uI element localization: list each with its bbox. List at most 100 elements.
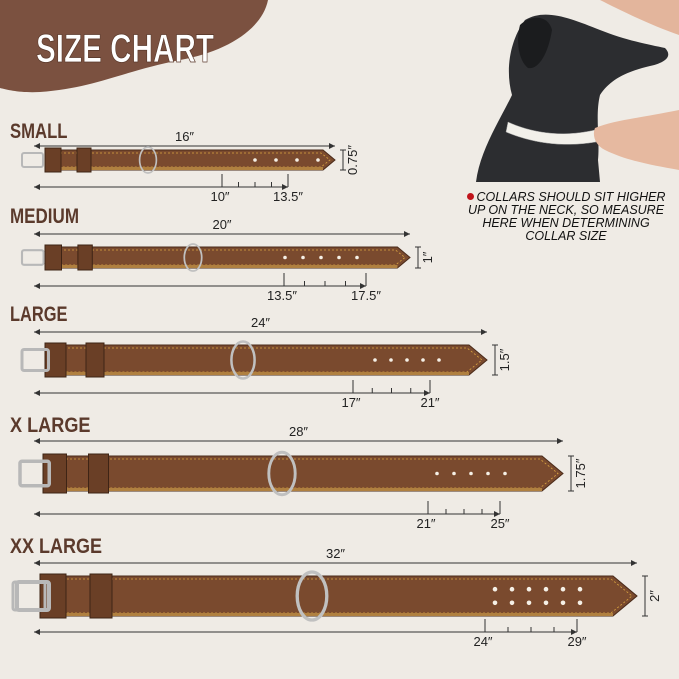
width-dimension-line	[568, 455, 574, 492]
buckle-icon	[18, 459, 51, 488]
keeper-loop	[76, 147, 92, 173]
hole	[435, 471, 439, 476]
hole	[509, 600, 515, 606]
size-label: SMALL	[10, 120, 68, 143]
collar-edge	[43, 488, 542, 491]
hole	[301, 255, 305, 260]
size-label: MEDIUM	[10, 205, 79, 228]
hole	[295, 158, 299, 162]
collar-strap	[42, 455, 564, 492]
hole	[283, 255, 287, 260]
width-label: 0.75″	[345, 145, 360, 175]
neck-max-label: 21″	[420, 395, 439, 410]
neck-min-label: 21″	[416, 516, 435, 531]
width-dimension-line	[415, 246, 421, 269]
width-label: 2″	[647, 590, 662, 602]
d-ring-icon	[230, 340, 256, 380]
hole	[337, 158, 341, 162]
length-label: 24″	[251, 315, 270, 330]
size-label: LARGE	[10, 303, 68, 326]
length-label: 20″	[212, 217, 231, 232]
width-dimension-line	[492, 344, 498, 376]
hole	[560, 600, 566, 606]
hole	[421, 358, 425, 362]
hole	[405, 358, 409, 362]
measurement-note: COLLARS SHOULD SIT HIGHER UP ON THE NECK…	[466, 191, 666, 243]
hole	[253, 158, 257, 162]
hole	[319, 255, 323, 260]
hole	[437, 358, 441, 362]
dog-measuring-photo	[476, 0, 679, 182]
bullet-dot-icon	[466, 193, 474, 200]
collar-size-x-large: X LARGE 28″ 1.75″ 21″ 25″	[10, 414, 588, 531]
collar-stitching	[48, 152, 331, 168]
hole	[509, 586, 515, 592]
d-ring-icon	[138, 146, 158, 174]
note-text: COLLARS SHOULD SIT HIGHER UP ON THE NECK…	[467, 190, 666, 243]
hole	[526, 586, 532, 592]
hole	[469, 471, 473, 476]
width-dimension-line	[340, 149, 346, 171]
collar-size-small: SMALL 16″ 0.75″ 10″ 13.5″	[10, 120, 360, 204]
width-label: 1.5″	[497, 348, 512, 371]
buckle-icon	[20, 249, 45, 266]
neck-min-label: 13.5″	[267, 288, 297, 303]
hole	[486, 471, 490, 476]
keeper-loop	[77, 244, 93, 271]
length-label: 28″	[289, 424, 308, 439]
size-label: XX LARGE	[10, 535, 102, 558]
hole	[503, 471, 507, 476]
keeper-loop	[88, 453, 109, 494]
d-ring-icon	[183, 243, 203, 272]
buckle-icon	[21, 152, 44, 168]
collar-edge	[45, 265, 398, 268]
hole	[560, 586, 566, 592]
hole	[492, 586, 498, 592]
hole	[316, 158, 320, 162]
hole	[526, 600, 532, 606]
size-label: X LARGE	[10, 414, 91, 437]
buckle-icon	[11, 580, 47, 612]
hole	[543, 586, 549, 592]
hole	[577, 600, 583, 606]
keeper-loop	[44, 244, 62, 271]
neck-max-label: 17.5″	[351, 288, 381, 303]
hole	[452, 471, 456, 476]
length-label: 32″	[326, 546, 345, 561]
hole	[355, 255, 359, 260]
d-ring-icon	[295, 570, 329, 622]
neck-min-label: 24″	[473, 634, 492, 649]
hole	[492, 600, 498, 606]
collar-strap	[44, 344, 488, 376]
width-label: 1″	[420, 251, 435, 263]
keeper-loop	[44, 147, 62, 173]
keeper-loop	[44, 342, 67, 378]
keeper-loop	[89, 573, 113, 619]
length-label: 16″	[175, 129, 194, 144]
collar-size-medium: MEDIUM 20″ 1″ 13.5″ 17.5″	[10, 205, 435, 303]
collar-edge	[45, 167, 323, 170]
keeper-loop	[85, 342, 105, 378]
width-dimension-line	[642, 575, 648, 617]
hole	[337, 255, 341, 260]
header-blob	[0, 0, 268, 93]
neck-min-label: 10″	[210, 189, 229, 204]
d-ring-icon	[267, 450, 297, 497]
neck-max-label: 25″	[490, 516, 509, 531]
title: SIZE CHART	[36, 27, 214, 71]
neck-min-label: 17″	[341, 395, 360, 410]
hole	[389, 358, 393, 362]
collar-edge	[45, 372, 469, 375]
hole	[543, 600, 549, 606]
width-label: 1.75″	[573, 458, 588, 488]
collar-size-xx-large: XX LARGE 32″ 2″ 24″ 29″	[10, 535, 662, 649]
buckle-icon	[20, 348, 50, 372]
collar-edge	[40, 613, 613, 616]
hole	[274, 158, 278, 162]
collar-size-large: LARGE 24″ 1.5″ 17″ 21″	[10, 303, 512, 410]
neck-max-label: 29″	[567, 634, 586, 649]
hole	[373, 358, 377, 362]
hole	[577, 586, 583, 592]
collar-strap	[39, 575, 638, 617]
